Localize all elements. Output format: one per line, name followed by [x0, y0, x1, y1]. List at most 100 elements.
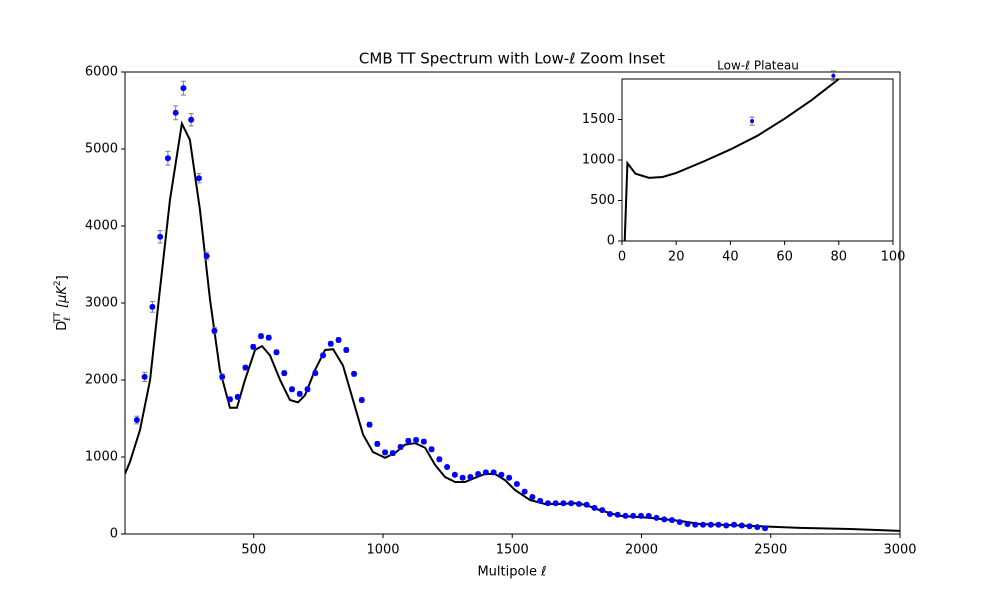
y-tick-label: 5000 — [85, 142, 118, 157]
y-tick-label: 1000 — [582, 153, 615, 168]
data-point — [684, 520, 691, 527]
y-tick-label: 2000 — [85, 373, 118, 388]
data-point — [668, 517, 675, 524]
data-point — [273, 349, 280, 356]
data-point — [754, 524, 761, 531]
data-point — [413, 437, 420, 444]
data-point — [157, 233, 164, 240]
plot-area — [622, 79, 893, 241]
data-point — [312, 370, 319, 377]
y-tick-label: 500 — [590, 193, 615, 208]
data-point — [653, 514, 660, 521]
data-point — [692, 521, 699, 528]
theory-curve — [623, 79, 840, 241]
data-point — [661, 516, 668, 523]
inset-title: Low-ℓ Plateau — [717, 59, 799, 73]
data-point — [513, 480, 520, 487]
data-point — [242, 364, 249, 371]
data-point — [444, 464, 451, 471]
x-tick-label: 2000 — [625, 543, 658, 558]
data-point — [482, 469, 489, 476]
x-tick-label: 60 — [776, 250, 793, 265]
x-tick-label: 20 — [668, 250, 685, 265]
y-axis-label-part: [μK — [55, 285, 70, 312]
data-point — [420, 438, 427, 445]
data-point — [374, 440, 381, 447]
data-point — [436, 456, 443, 463]
inset-frame — [621, 78, 894, 242]
data-point — [358, 397, 365, 404]
data-point — [459, 474, 466, 481]
data-point — [700, 521, 707, 528]
data-point — [568, 500, 575, 507]
data-point — [133, 417, 140, 424]
x-tick-label: 1500 — [496, 543, 529, 558]
data-point — [591, 504, 598, 511]
data-point — [234, 393, 241, 400]
data-point — [731, 521, 738, 528]
data-point — [366, 421, 373, 428]
y-axis-label-part: D — [55, 321, 70, 331]
data-point — [250, 343, 257, 350]
x-tick-label: 3000 — [883, 543, 916, 558]
data-point — [265, 334, 272, 341]
data-point — [750, 119, 755, 124]
data-point — [831, 73, 836, 78]
y-tick-label: 3000 — [85, 296, 118, 311]
data-point — [599, 507, 606, 514]
data-point — [141, 373, 148, 380]
y-tick-label: 0 — [607, 234, 615, 249]
data-point — [630, 512, 637, 519]
data-point — [575, 500, 582, 507]
data-point — [288, 386, 295, 393]
y-axis-label-part: 2 — [53, 280, 63, 286]
data-point — [645, 512, 652, 519]
data-point — [180, 85, 187, 92]
data-point — [498, 471, 505, 478]
y-axis-label-part: ] — [55, 275, 70, 280]
data-point — [211, 327, 218, 334]
data-point — [707, 521, 714, 528]
data-point — [397, 443, 404, 450]
data-point — [475, 470, 482, 477]
data-point — [552, 500, 559, 507]
data-point — [320, 352, 327, 359]
x-axis-label: Multipole ℓ — [477, 565, 546, 580]
data-point — [164, 155, 171, 162]
data-point — [506, 474, 513, 481]
data-point — [529, 494, 536, 501]
data-point — [622, 512, 629, 519]
data-point — [296, 390, 303, 397]
data-point — [467, 474, 474, 481]
x-tick-label: 2500 — [754, 543, 787, 558]
data-point — [738, 522, 745, 529]
data-point — [537, 497, 544, 504]
y-axis-label-part: TT — [53, 312, 63, 324]
y-tick-label: 1000 — [85, 450, 118, 465]
y-axis-label: DℓTT [μK2] — [53, 275, 73, 330]
y-tick-label: 4000 — [85, 219, 118, 234]
data-point — [723, 522, 730, 529]
y-axis-label-part: ℓ — [63, 317, 73, 322]
data-point — [226, 396, 233, 403]
data-point — [195, 175, 202, 182]
data-point — [405, 437, 412, 444]
axes-frame — [124, 71, 901, 535]
x-tick-label: 40 — [722, 250, 739, 265]
y-tick-label: 6000 — [85, 65, 118, 80]
x-tick-label: 100 — [881, 250, 906, 265]
data-point — [351, 370, 358, 377]
data-point — [560, 500, 567, 507]
data-point — [490, 469, 497, 476]
data-point — [762, 525, 769, 532]
data-point — [149, 303, 156, 310]
data-point — [614, 511, 621, 518]
data-point — [281, 370, 288, 377]
data-point — [304, 386, 311, 393]
data-point — [219, 373, 226, 380]
y-tick-label: 0 — [110, 527, 118, 542]
data-point — [389, 450, 396, 457]
